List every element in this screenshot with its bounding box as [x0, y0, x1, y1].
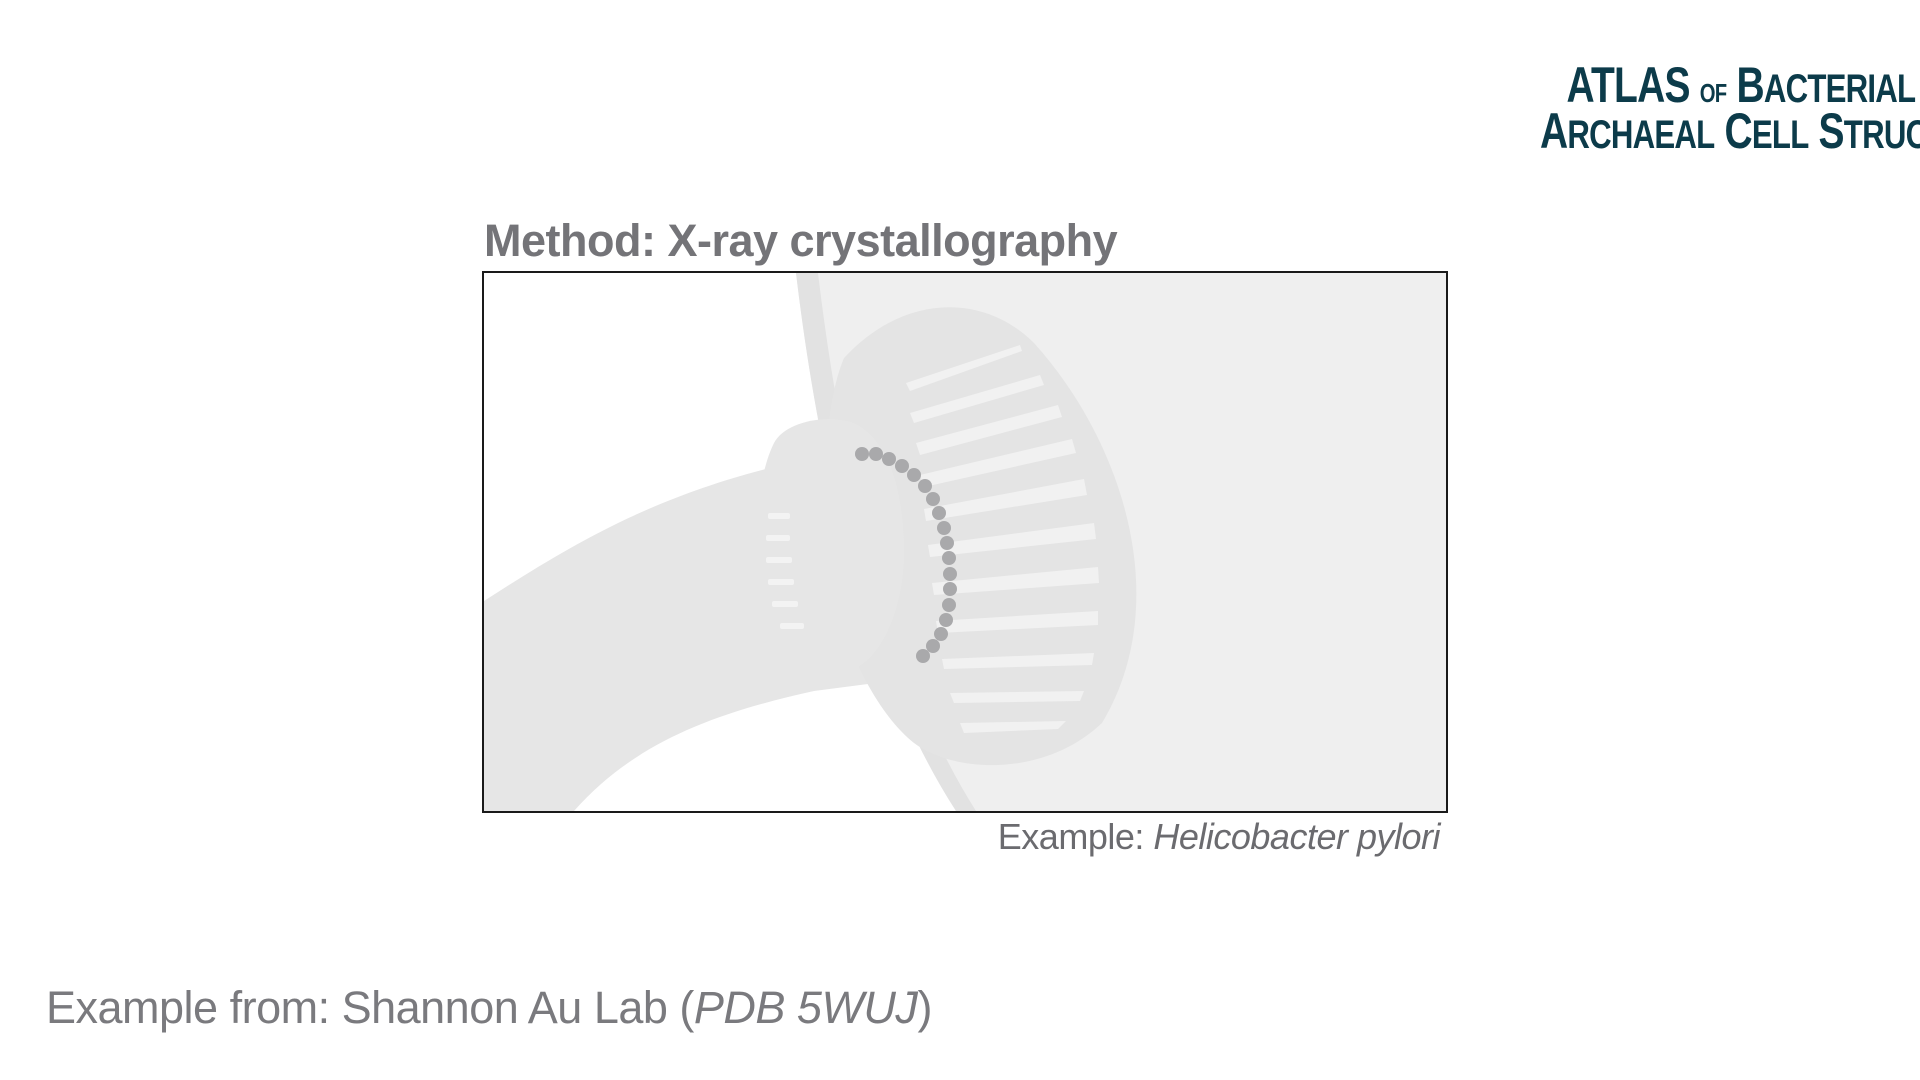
source-prefix: Example from: Shannon Au Lab (: [46, 982, 694, 1033]
logo-text: B: [1736, 57, 1764, 113]
example-caption: Example: Helicobacter pylori: [978, 816, 1441, 858]
logo-text: ELL: [1751, 113, 1809, 157]
atlas-logo: ATLAS OF BACTERIAL AND ARCHAEAL CELL STR…: [1540, 60, 1920, 160]
highlighted-ring: [855, 447, 957, 663]
logo-text: TRUCTURE: [1843, 113, 1920, 157]
inner-disk: [756, 419, 904, 674]
example-prefix: Example:: [997, 816, 1154, 857]
source-suffix: ): [917, 982, 932, 1033]
cell-membrane: [796, 273, 976, 811]
flagellar-motor-illustration: [484, 273, 1446, 811]
logo-text: TLAS: [1591, 57, 1690, 113]
motor-cage: [824, 307, 1137, 766]
inner-disk-struts: [766, 513, 804, 629]
illustration-frame: [482, 271, 1448, 813]
logo-line-1: ATLAS OF BACTERIAL AND: [1567, 60, 1920, 110]
cage-struts: [906, 345, 1099, 733]
logo-line-2: ARCHAEAL CELL STRUCTURE: [1540, 106, 1920, 156]
logo-text: ACTERIAL: [1763, 67, 1916, 111]
logo-text: A: [1540, 103, 1568, 159]
pdb-id: PDB 5WUJ: [693, 982, 918, 1033]
logo-text: A: [1566, 57, 1592, 113]
logo-text: S: [1818, 103, 1845, 159]
logo-text: C: [1724, 103, 1753, 159]
organism-name: Helicobacter pylori: [1153, 816, 1440, 857]
method-title: Method: X-ray crystallography: [484, 215, 1118, 266]
logo-text: OF: [1699, 78, 1727, 108]
logo-text: RCHAEAL: [1567, 113, 1715, 157]
source-credit: Example from: Shannon Au Lab (PDB 5WUJ): [46, 982, 932, 1034]
